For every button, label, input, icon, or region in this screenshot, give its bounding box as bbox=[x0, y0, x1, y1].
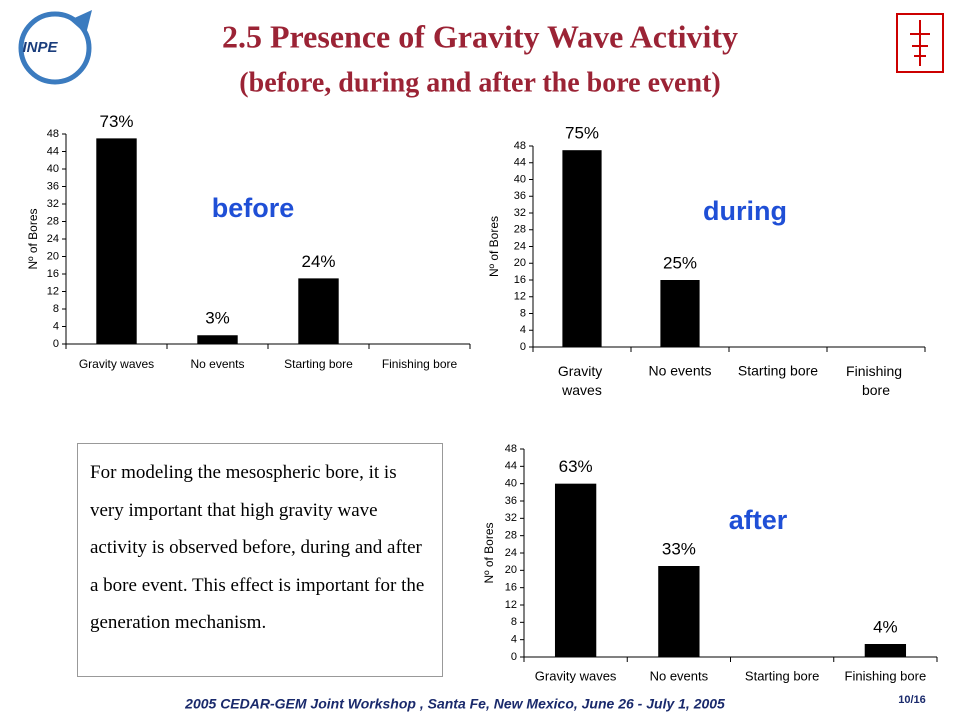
y-tick-label: 8 bbox=[511, 616, 517, 628]
y-tick-label: 16 bbox=[514, 274, 526, 286]
y-tick-label: 44 bbox=[514, 157, 526, 169]
y-tick-label: 24 bbox=[514, 240, 526, 252]
page-number: 10/16 bbox=[898, 694, 926, 706]
x-tick-label: Finishing bore bbox=[382, 357, 458, 371]
x-tick-label: Gravity waves bbox=[558, 363, 606, 398]
x-tick-label: Starting bore bbox=[745, 668, 819, 683]
y-tick-label: 16 bbox=[505, 582, 517, 594]
y-tick-label: 12 bbox=[505, 599, 517, 611]
logo-ring bbox=[18, 11, 92, 85]
inpe-logo: INPE bbox=[18, 10, 92, 85]
logo-text: INPE bbox=[22, 39, 58, 56]
x-tick-label: Gravity waves bbox=[535, 668, 617, 683]
y-tick-label: 40 bbox=[514, 173, 526, 185]
y-tick-label: 24 bbox=[505, 547, 517, 559]
y-tick-label: 28 bbox=[47, 215, 59, 227]
bar bbox=[864, 644, 907, 657]
y-tick-label: 36 bbox=[505, 495, 517, 507]
bar bbox=[96, 138, 137, 344]
slide-subtitle: (before, during and after the bore event… bbox=[239, 67, 720, 98]
percent-label: 73% bbox=[99, 112, 133, 131]
y-tick-label: 48 bbox=[505, 443, 517, 455]
chart-label: before bbox=[212, 193, 295, 223]
y-tick-label: 0 bbox=[520, 341, 526, 353]
y-axis-label: Nº of Bores bbox=[487, 216, 501, 277]
percent-label: 75% bbox=[565, 124, 599, 143]
y-tick-label: 20 bbox=[505, 564, 517, 576]
y-tick-label: 20 bbox=[47, 250, 59, 262]
y-tick-label: 4 bbox=[520, 324, 526, 336]
right-logo bbox=[896, 13, 944, 73]
y-tick-label: 4 bbox=[511, 634, 517, 646]
y-axis-label: Nº of Bores bbox=[26, 208, 40, 269]
y-tick-label: 24 bbox=[47, 233, 59, 245]
x-tick-label: No events bbox=[648, 363, 711, 379]
slide-title: 2.5 Presence of Gravity Wave Activity bbox=[222, 18, 738, 54]
y-tick-label: 12 bbox=[514, 291, 526, 303]
y-tick-label: 32 bbox=[514, 207, 526, 219]
y-tick-label: 28 bbox=[505, 530, 517, 542]
y-tick-label: 0 bbox=[53, 338, 59, 350]
x-tick-label: Starting bore bbox=[738, 363, 818, 379]
percent-label: 3% bbox=[205, 309, 230, 328]
y-tick-label: 4 bbox=[53, 320, 59, 332]
y-tick-label: 48 bbox=[514, 140, 526, 152]
percent-label: 63% bbox=[559, 457, 593, 476]
y-tick-label: 8 bbox=[520, 307, 526, 319]
y-tick-label: 36 bbox=[47, 180, 59, 192]
bar bbox=[554, 483, 597, 657]
chart-label: after bbox=[729, 505, 788, 535]
x-tick-label: No events bbox=[650, 668, 709, 683]
y-tick-label: 36 bbox=[514, 190, 526, 202]
y-tick-label: 44 bbox=[505, 460, 517, 472]
y-tick-label: 20 bbox=[514, 257, 526, 269]
y-tick-label: 12 bbox=[47, 285, 59, 297]
logo-figure bbox=[910, 20, 930, 66]
bar bbox=[658, 566, 700, 657]
y-tick-label: 48 bbox=[47, 128, 59, 140]
y-tick-label: 40 bbox=[47, 163, 59, 175]
chart-label: during bbox=[703, 196, 787, 226]
y-tick-label: 28 bbox=[514, 224, 526, 236]
x-tick-label: Finishing bore bbox=[846, 363, 906, 398]
percent-label: 25% bbox=[663, 253, 697, 272]
y-tick-label: 32 bbox=[505, 512, 517, 524]
x-tick-label: Gravity waves bbox=[79, 357, 154, 371]
percent-label: 24% bbox=[301, 252, 335, 271]
x-tick-label: Finishing bore bbox=[845, 668, 927, 683]
y-axis-label: Nº of Bores bbox=[482, 522, 496, 583]
bar bbox=[660, 280, 700, 347]
logo-arrow bbox=[70, 10, 92, 34]
y-tick-label: 0 bbox=[511, 651, 517, 663]
y-tick-label: 40 bbox=[505, 478, 517, 490]
y-tick-label: 8 bbox=[53, 303, 59, 315]
percent-label: 4% bbox=[873, 617, 898, 636]
bar bbox=[562, 150, 602, 347]
footer-text: 2005 CEDAR-GEM Joint Workshop , Santa Fe… bbox=[184, 696, 725, 712]
bar bbox=[298, 278, 339, 344]
x-tick-label: Starting bore bbox=[284, 357, 353, 371]
percent-label: 33% bbox=[662, 539, 696, 558]
text-box: For modeling the mesospheric bore, it is… bbox=[77, 443, 443, 677]
y-tick-label: 32 bbox=[47, 198, 59, 210]
x-tick-label: No events bbox=[190, 357, 244, 371]
y-tick-label: 16 bbox=[47, 268, 59, 280]
bar bbox=[197, 335, 238, 344]
y-tick-label: 44 bbox=[47, 145, 59, 157]
